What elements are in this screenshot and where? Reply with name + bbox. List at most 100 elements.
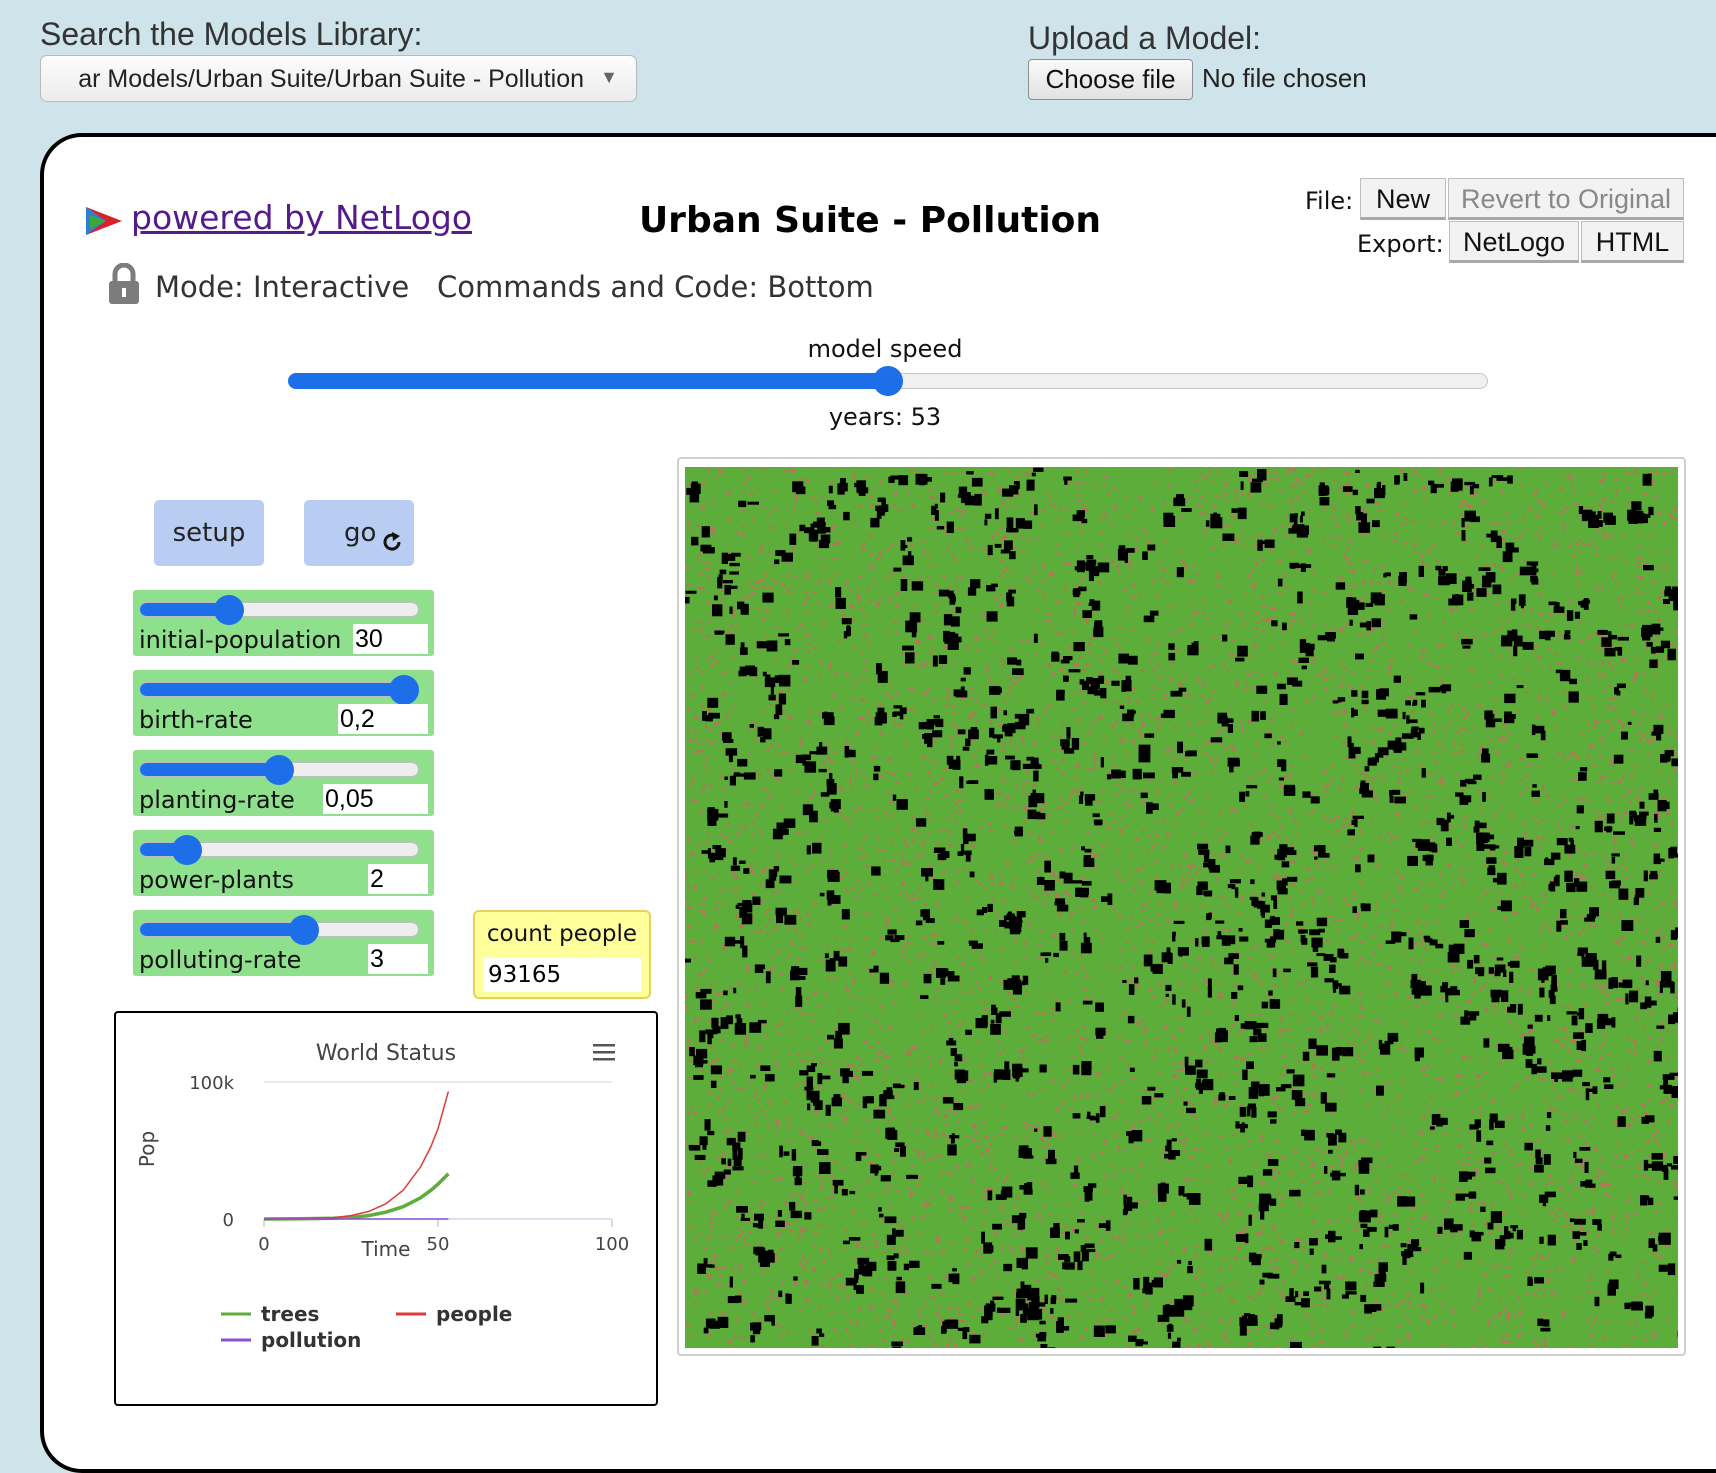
slider-track[interactable] (139, 922, 419, 937)
export-html-button[interactable]: HTML (1581, 221, 1684, 263)
person-turtle (1536, 646, 1539, 649)
slider-thumb[interactable] (214, 595, 244, 625)
person-turtle (1249, 824, 1252, 827)
models-library-dropdown[interactable]: ar Models/Urban Suite/Urban Suite - Poll… (40, 55, 637, 102)
slider-birth-rate[interactable]: birth-rate 0,2 (133, 670, 434, 736)
person-turtle (1494, 710, 1497, 713)
slider-value[interactable]: 2 (368, 864, 428, 894)
person-turtle (1199, 1149, 1202, 1152)
person-turtle (941, 778, 944, 781)
person-turtle (1650, 471, 1653, 474)
person-turtle (1530, 899, 1533, 902)
person-turtle (1307, 509, 1310, 512)
person-turtle (1499, 1299, 1502, 1302)
person-turtle (886, 1299, 889, 1302)
person-turtle (866, 678, 869, 681)
person-turtle (913, 894, 916, 897)
person-turtle (815, 991, 818, 994)
person-turtle (1388, 671, 1391, 674)
person-turtle (1582, 984, 1585, 987)
person-turtle (1103, 483, 1106, 486)
lock-icon[interactable] (108, 263, 140, 305)
person-turtle (859, 1221, 862, 1224)
slider-value[interactable]: 30 (353, 624, 428, 654)
person-turtle (1506, 1118, 1509, 1121)
slider-power-plants[interactable]: power-plants 2 (133, 830, 434, 896)
person-turtle (844, 1287, 847, 1290)
person-turtle (705, 771, 708, 774)
person-turtle (1519, 792, 1522, 795)
person-turtle (1077, 764, 1080, 767)
person-turtle (936, 1312, 939, 1315)
person-turtle (1230, 654, 1233, 657)
slider-track[interactable] (139, 682, 419, 697)
person-turtle (843, 1311, 846, 1314)
person-turtle (1244, 1057, 1247, 1060)
person-turtle (1401, 791, 1404, 794)
person-turtle (799, 1234, 802, 1237)
person-turtle (1041, 840, 1044, 843)
person-turtle (974, 1126, 977, 1129)
model-speed-thumb[interactable] (873, 366, 903, 396)
person-turtle (808, 1299, 811, 1302)
slider-thumb[interactable] (264, 755, 294, 785)
person-turtle (1152, 1097, 1155, 1100)
person-turtle (1291, 1000, 1294, 1003)
setup-button[interactable]: setup (154, 500, 264, 566)
person-turtle (1006, 693, 1009, 696)
person-turtle (852, 760, 855, 763)
mode-interactive-text[interactable]: Mode: Interactive (155, 270, 409, 304)
person-turtle (1291, 724, 1294, 727)
powered-by-netlogo-link[interactable]: powered by NetLogo (131, 198, 472, 237)
person-turtle (1277, 1140, 1280, 1143)
person-turtle (1322, 1297, 1325, 1300)
person-turtle (1353, 1144, 1356, 1147)
slider-value[interactable]: 0,05 (323, 784, 428, 814)
slider-thumb[interactable] (389, 675, 419, 705)
person-turtle (1621, 938, 1624, 941)
slider-thumb[interactable] (289, 915, 319, 945)
slider-track[interactable] (139, 602, 419, 617)
person-turtle (1019, 1338, 1022, 1341)
person-turtle (778, 890, 781, 893)
person-turtle (1340, 575, 1343, 578)
person-turtle (1669, 513, 1672, 516)
person-turtle (778, 950, 781, 953)
revert-to-original-button[interactable]: Revert to Original (1448, 178, 1684, 220)
new-button[interactable]: New (1360, 178, 1446, 220)
person-turtle (910, 469, 913, 472)
person-turtle (1366, 1141, 1369, 1144)
person-turtle (1584, 1120, 1587, 1123)
world-view[interactable] (685, 467, 1678, 1348)
person-turtle (1203, 611, 1206, 614)
export-netlogo-button[interactable]: NetLogo (1449, 221, 1579, 263)
slider-value[interactable]: 3 (368, 944, 428, 974)
slider-thumb[interactable] (172, 835, 202, 865)
person-turtle (703, 1173, 706, 1176)
choose-file-button[interactable]: Choose file (1028, 59, 1193, 100)
commands-and-code-text[interactable]: Commands and Code: Bottom (437, 270, 874, 304)
person-turtle (691, 1199, 694, 1202)
person-turtle (1467, 1151, 1470, 1154)
go-button[interactable]: go (304, 500, 414, 566)
person-turtle (1185, 707, 1188, 710)
person-turtle (1582, 733, 1585, 736)
person-turtle (1466, 915, 1469, 918)
person-turtle (1590, 1334, 1593, 1337)
slider-value[interactable]: 0,2 (338, 704, 428, 734)
person-turtle (1291, 552, 1294, 555)
person-turtle (1483, 864, 1486, 867)
person-turtle (1150, 779, 1153, 782)
person-turtle (1030, 856, 1033, 859)
slider-initial-population[interactable]: initial-population 30 (133, 590, 434, 656)
person-turtle (1498, 891, 1501, 894)
person-turtle (1600, 986, 1603, 989)
slider-fill (140, 603, 224, 616)
person-turtle (998, 1042, 1001, 1045)
person-turtle (1499, 619, 1502, 622)
slider-polluting-rate[interactable]: polluting-rate 3 (133, 910, 434, 976)
person-turtle (1325, 1026, 1328, 1029)
slider-planting-rate[interactable]: planting-rate 0,05 (133, 750, 434, 816)
person-turtle (1659, 1181, 1662, 1184)
